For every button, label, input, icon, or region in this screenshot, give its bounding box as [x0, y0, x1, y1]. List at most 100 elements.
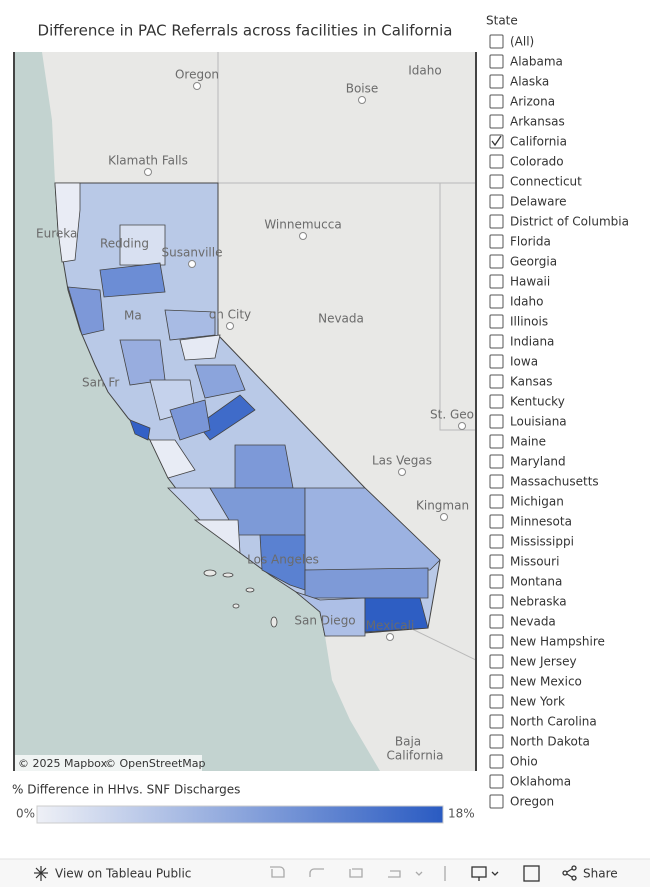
checkbox[interactable] [489, 574, 504, 589]
filter-item[interactable]: Florida [510, 235, 551, 249]
map-label: Oregon [175, 68, 219, 82]
filter-item[interactable]: Oregon [510, 795, 554, 809]
checkbox[interactable] [489, 694, 504, 709]
checkbox[interactable] [489, 234, 504, 249]
share[interactable]: Share [583, 867, 618, 881]
toolbar-icons[interactable] [270, 866, 446, 881]
checkbox[interactable] [489, 554, 504, 569]
checkbox[interactable] [489, 254, 504, 269]
map[interactable]: Oregon Idaho Boise Klamath Falls Winnemucca E… [13, 52, 477, 771]
filter-item[interactable]: Ohio [510, 755, 538, 769]
filter-item[interactable]: Maryland [510, 455, 566, 469]
filter-item[interactable]: New Jersey [510, 655, 577, 669]
checkbox[interactable] [489, 474, 504, 489]
city-dot [458, 422, 466, 430]
checkbox[interactable] [489, 714, 504, 729]
map-label: California [387, 749, 444, 763]
filter-item[interactable]: Montana [510, 575, 562, 589]
toolbar-icons-active[interactable] [471, 865, 577, 882]
filter-item[interactable]: Nevada [510, 615, 556, 629]
legend-min: 0% [16, 807, 35, 821]
checkbox[interactable] [489, 394, 504, 409]
checkbox[interactable] [489, 614, 504, 629]
checkbox[interactable] [489, 634, 504, 649]
checkbox[interactable] [489, 154, 504, 169]
filter-item[interactable]: Indiana [510, 335, 554, 349]
filter-item[interactable]: Georgia [510, 255, 557, 269]
filter-item[interactable]: Idaho [510, 295, 543, 309]
checkbox[interactable] [489, 94, 504, 109]
map-label: Kingman [416, 499, 469, 513]
checkbox[interactable] [489, 754, 504, 769]
checkbox[interactable] [489, 374, 504, 389]
checkbox[interactable] [489, 514, 504, 529]
checkbox[interactable] [489, 174, 504, 189]
checkbox[interactable] [489, 494, 504, 509]
filter-item[interactable]: Louisiana [510, 415, 567, 429]
city-dot [193, 82, 201, 90]
dashboard-title: Difference in PAC Referrals across facil… [38, 22, 453, 40]
filter-item[interactable]: Hawaii [510, 275, 550, 289]
filter-item[interactable]: Alabama [510, 55, 563, 69]
filter-item[interactable]: Kansas [510, 375, 552, 389]
filter-item[interactable]: Delaware [510, 195, 567, 209]
checkbox[interactable] [489, 334, 504, 349]
checkbox[interactable] [489, 774, 504, 789]
toolbar [0, 859, 650, 887]
filter-item[interactable]: Minnesota [510, 515, 572, 529]
checkbox[interactable] [489, 74, 504, 89]
filter-item[interactable]: Arizona [510, 95, 555, 109]
ocean [14, 52, 380, 771]
map-label: Winnemucca [264, 218, 341, 232]
checkbox[interactable] [489, 54, 504, 69]
filter-item[interactable]: Oklahoma [510, 775, 571, 789]
filter-item[interactable]: North Dakota [510, 735, 590, 749]
checkbox[interactable] [489, 734, 504, 749]
city-dot [144, 168, 152, 176]
checkbox[interactable] [489, 214, 504, 229]
checkbox[interactable] [489, 194, 504, 209]
state-borders [217, 52, 476, 661]
checkbox[interactable] [489, 274, 504, 289]
filter-item[interactable]: Mississippi [510, 535, 574, 549]
filter-item[interactable]: Kentucky [510, 395, 565, 409]
filter-item[interactable]: Illinois [510, 315, 548, 329]
checkbox[interactable] [489, 414, 504, 429]
checkbox[interactable] [489, 594, 504, 609]
checkbox[interactable] [489, 534, 504, 549]
attribution[interactable]: © OpenStreetMap [105, 757, 206, 770]
checkmark [491, 135, 502, 147]
checkbox[interactable] [489, 294, 504, 309]
checkbox[interactable] [489, 434, 504, 449]
map-label: Mexicali [366, 619, 415, 633]
filter-item[interactable]: Massachusetts [510, 475, 599, 489]
checkbox[interactable] [489, 454, 504, 469]
filter-item[interactable]: District of Columbia [510, 215, 629, 229]
legend-max: 18% [448, 807, 475, 821]
filter-item[interactable]: Missouri [510, 555, 559, 569]
filter-item[interactable]: Connecticut [510, 175, 582, 189]
filter-item[interactable]: (All) [510, 35, 534, 49]
filter-item[interactable]: Arkansas [510, 115, 565, 129]
checkbox[interactable] [489, 654, 504, 669]
filter-item[interactable]: Nebraska [510, 595, 567, 609]
checkbox[interactable] [489, 34, 504, 49]
filter-item[interactable]: North Carolina [510, 715, 597, 729]
checkbox[interactable] [489, 794, 504, 809]
filter-item[interactable]: Maine [510, 435, 546, 449]
view-on-tableau[interactable]: View on Tableau Public [55, 867, 191, 881]
filter-item[interactable]: California [510, 135, 567, 149]
filter-item[interactable]: Alaska [510, 75, 549, 89]
filter-item[interactable]: New York [510, 695, 565, 709]
filter-item[interactable]: Michigan [510, 495, 564, 509]
attribution[interactable]: © 2025 Mapbox [18, 757, 108, 770]
filter-item[interactable]: New Hampshire [510, 635, 605, 649]
checkbox[interactable] [489, 114, 504, 129]
checkbox[interactable] [489, 674, 504, 689]
checkbox[interactable] [489, 354, 504, 369]
filter-item[interactable]: Colorado [510, 155, 564, 169]
filter-item[interactable]: New Mexico [510, 675, 582, 689]
checkbox[interactable] [489, 314, 504, 329]
filter-item[interactable]: Iowa [510, 355, 538, 369]
